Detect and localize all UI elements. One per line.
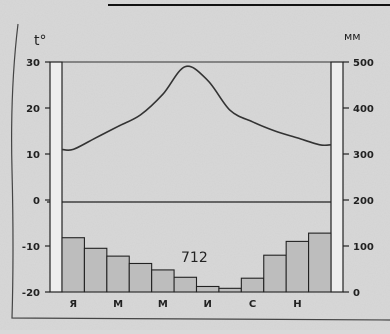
month-label: Н — [293, 299, 301, 310]
precipitation-bars — [61, 232, 332, 293]
temperature-tick-label: -10 — [22, 242, 40, 253]
precipitation-ticks: 500 400 300 200 100 0 — [343, 58, 374, 299]
precipitation-axis-label: мм — [344, 30, 361, 43]
precipitation-tick-label: 400 — [353, 104, 374, 115]
precipitation-bar — [83, 247, 108, 293]
temperature-tick-label: 0 — [33, 196, 40, 207]
temperature-scale-bar — [49, 61, 63, 293]
precipitation-bar — [61, 237, 85, 293]
temperature-tick-label: 30 — [26, 58, 40, 69]
precipitation-tick-label: 300 — [353, 150, 374, 161]
precipitation-tick-label: 200 — [353, 196, 374, 207]
precipitation-bar — [308, 232, 332, 293]
temperature-tick-label: 20 — [26, 104, 40, 115]
precipitation-tick-label: 500 — [353, 58, 374, 69]
temperature-ticks: 30 20 10 0 -10 -20 — [22, 58, 50, 299]
precipitation-bar — [240, 277, 265, 293]
temperature-tick-label: 10 — [26, 150, 40, 161]
precipitation-bar — [285, 240, 310, 293]
precipitation-bar — [218, 287, 242, 293]
temperature-tick-label: -20 — [22, 288, 40, 299]
temperature-line — [61, 65, 332, 152]
temperature-axis-label: t° — [34, 33, 47, 49]
month-label: С — [249, 299, 256, 310]
precipitation-tick-label: 0 — [353, 288, 360, 299]
month-label: Я — [69, 299, 77, 310]
month-label: М — [113, 299, 123, 310]
precipitation-bar — [106, 255, 130, 293]
precipitation-bar — [263, 254, 287, 293]
month-label: М — [158, 299, 168, 310]
precipitation-bar — [173, 276, 198, 293]
precipitation-bar — [151, 269, 175, 293]
precipitation-tick-label: 100 — [353, 242, 374, 253]
frame-outline — [11, 23, 390, 321]
month-label: И — [204, 299, 212, 310]
precipitation-bar — [128, 262, 153, 293]
precipitation-bar — [195, 285, 220, 293]
precipitation-scale-bar — [330, 61, 344, 293]
annual-precipitation-label: 712 — [181, 250, 208, 266]
